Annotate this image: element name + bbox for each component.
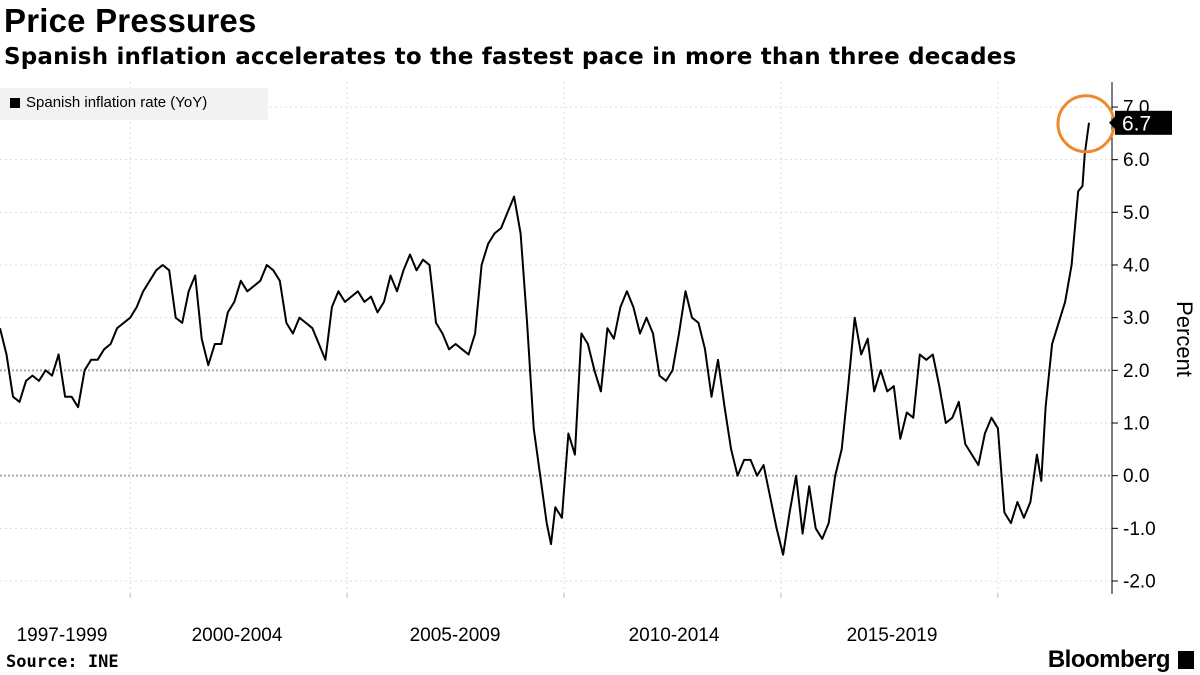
x-tick-label: 2005-2009	[410, 625, 501, 646]
legend-swatch-icon	[10, 98, 20, 108]
series-layer	[0, 94, 1116, 556]
y-tick-label: 3.0	[1123, 308, 1149, 329]
source-note: Source: INE	[6, 652, 119, 672]
y-tick-label: 0.0	[1123, 466, 1149, 487]
y-tick-label: -1.0	[1123, 519, 1156, 540]
labels-layer: -2.0-1.00.01.02.03.04.05.06.07.0Percent1…	[17, 98, 1197, 647]
x-tick-label: 1997-1999	[17, 625, 108, 646]
bloomberg-mark-icon	[1178, 651, 1194, 669]
y-tick-label: 1.0	[1123, 414, 1149, 435]
x-tick-label: 2015-2019	[847, 625, 938, 646]
bloomberg-logo: Bloomberg	[1047, 646, 1171, 673]
y-tick-label: -2.0	[1123, 572, 1156, 593]
series-line	[0, 122, 1090, 556]
last-value-label: 6.7	[1122, 112, 1151, 135]
y-axis-label: Percent	[1172, 301, 1197, 377]
y-tick-label: 2.0	[1123, 361, 1149, 382]
legend: Spanish inflation rate (YoY)	[0, 88, 268, 120]
x-separators	[129, 82, 999, 598]
legend-entry: Spanish inflation rate (YoY)	[26, 94, 207, 111]
x-tick-label: 2010-2014	[629, 625, 720, 646]
reference-lines	[0, 369, 1112, 477]
chart-title: Price Pressures	[4, 2, 257, 39]
last-value-pointer	[1109, 115, 1116, 130]
last-value-box	[1115, 110, 1172, 135]
chart-subtitle: Spanish inflation accelerates to the fas…	[4, 44, 1017, 70]
y-axis	[1111, 82, 1118, 594]
legend-background	[0, 88, 268, 120]
y-tick-label: 5.0	[1123, 203, 1149, 224]
y-tick-label: 4.0	[1123, 256, 1149, 277]
y-tick-label: 6.0	[1123, 150, 1149, 171]
x-tick-label: 2000-2004	[192, 625, 283, 646]
